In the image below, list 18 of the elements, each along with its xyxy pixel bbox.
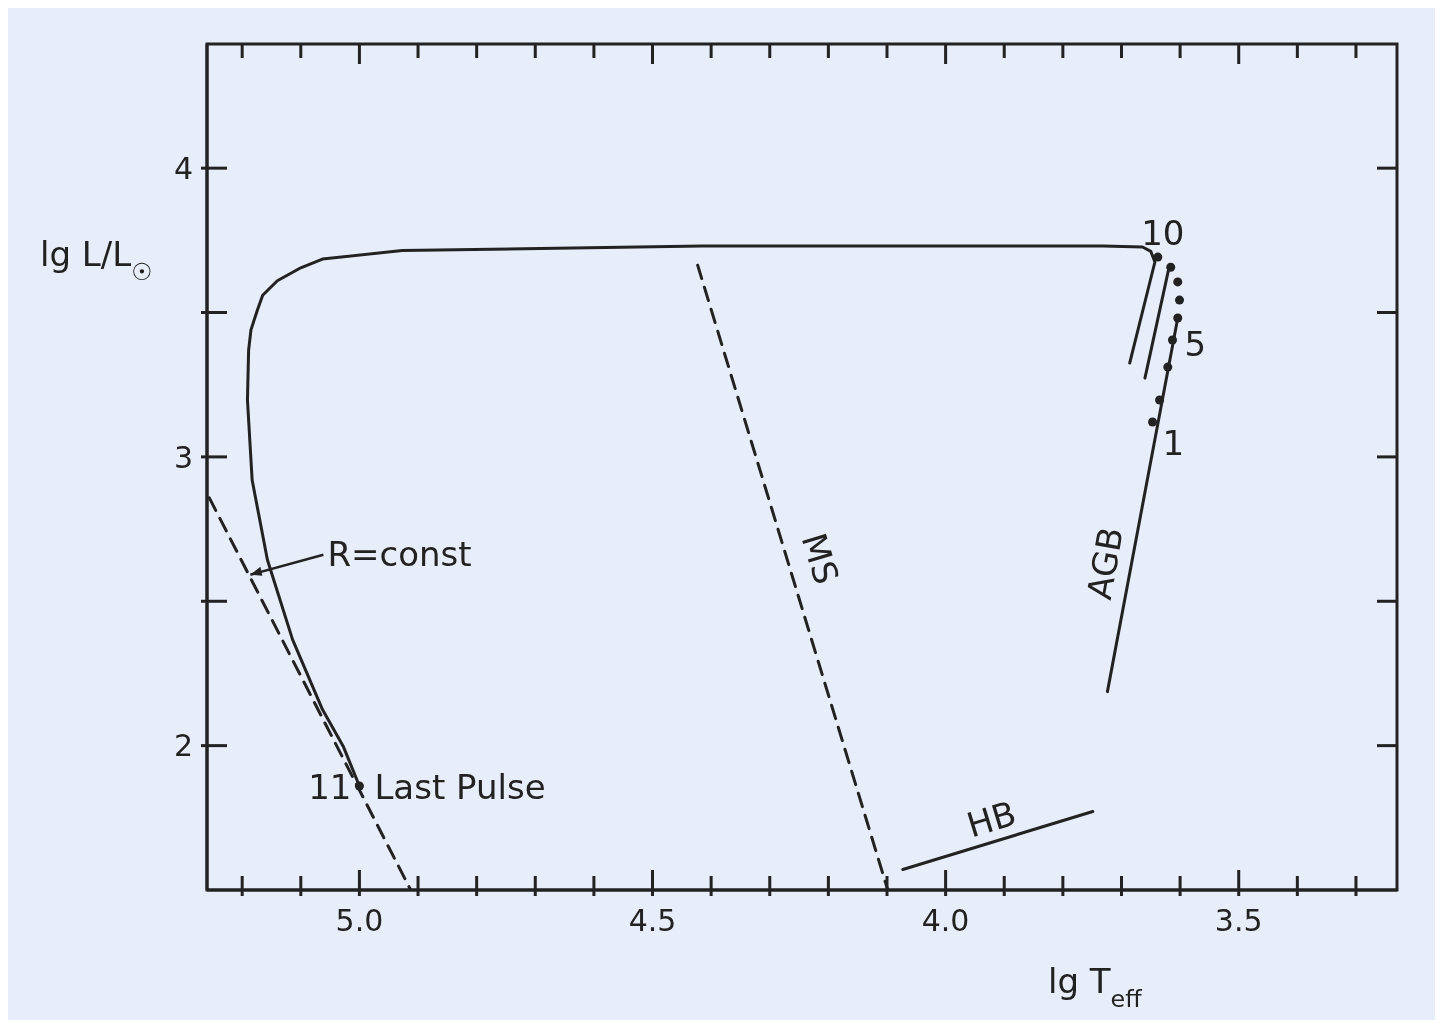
x-tick-label: 4.5 <box>628 903 677 939</box>
annotation: Last Pulse <box>374 767 546 808</box>
annotation: HB <box>962 792 1021 846</box>
annotation: 1 <box>1162 422 1185 463</box>
y-tick-label: 4 <box>173 150 193 186</box>
annotation: R=const <box>327 533 472 574</box>
x-axis-title: lg T$_{eff}$ <box>1048 961 1143 1013</box>
x-tick-label: 3.5 <box>1214 903 1263 939</box>
y-tick-label: 2 <box>173 728 193 764</box>
annotation: 10 <box>1141 213 1185 254</box>
annotation: AGB <box>1079 524 1131 603</box>
annotation: 11 <box>308 767 352 808</box>
annotation: 5 <box>1184 323 1207 364</box>
annotation: MS <box>793 528 847 589</box>
x-tick-label: 5.0 <box>335 903 384 939</box>
y-tick-label: 3 <box>173 439 193 475</box>
x-tick-label: 4.0 <box>921 903 970 939</box>
y-axis-title: lg L/L$_{☉}$ <box>40 234 153 286</box>
